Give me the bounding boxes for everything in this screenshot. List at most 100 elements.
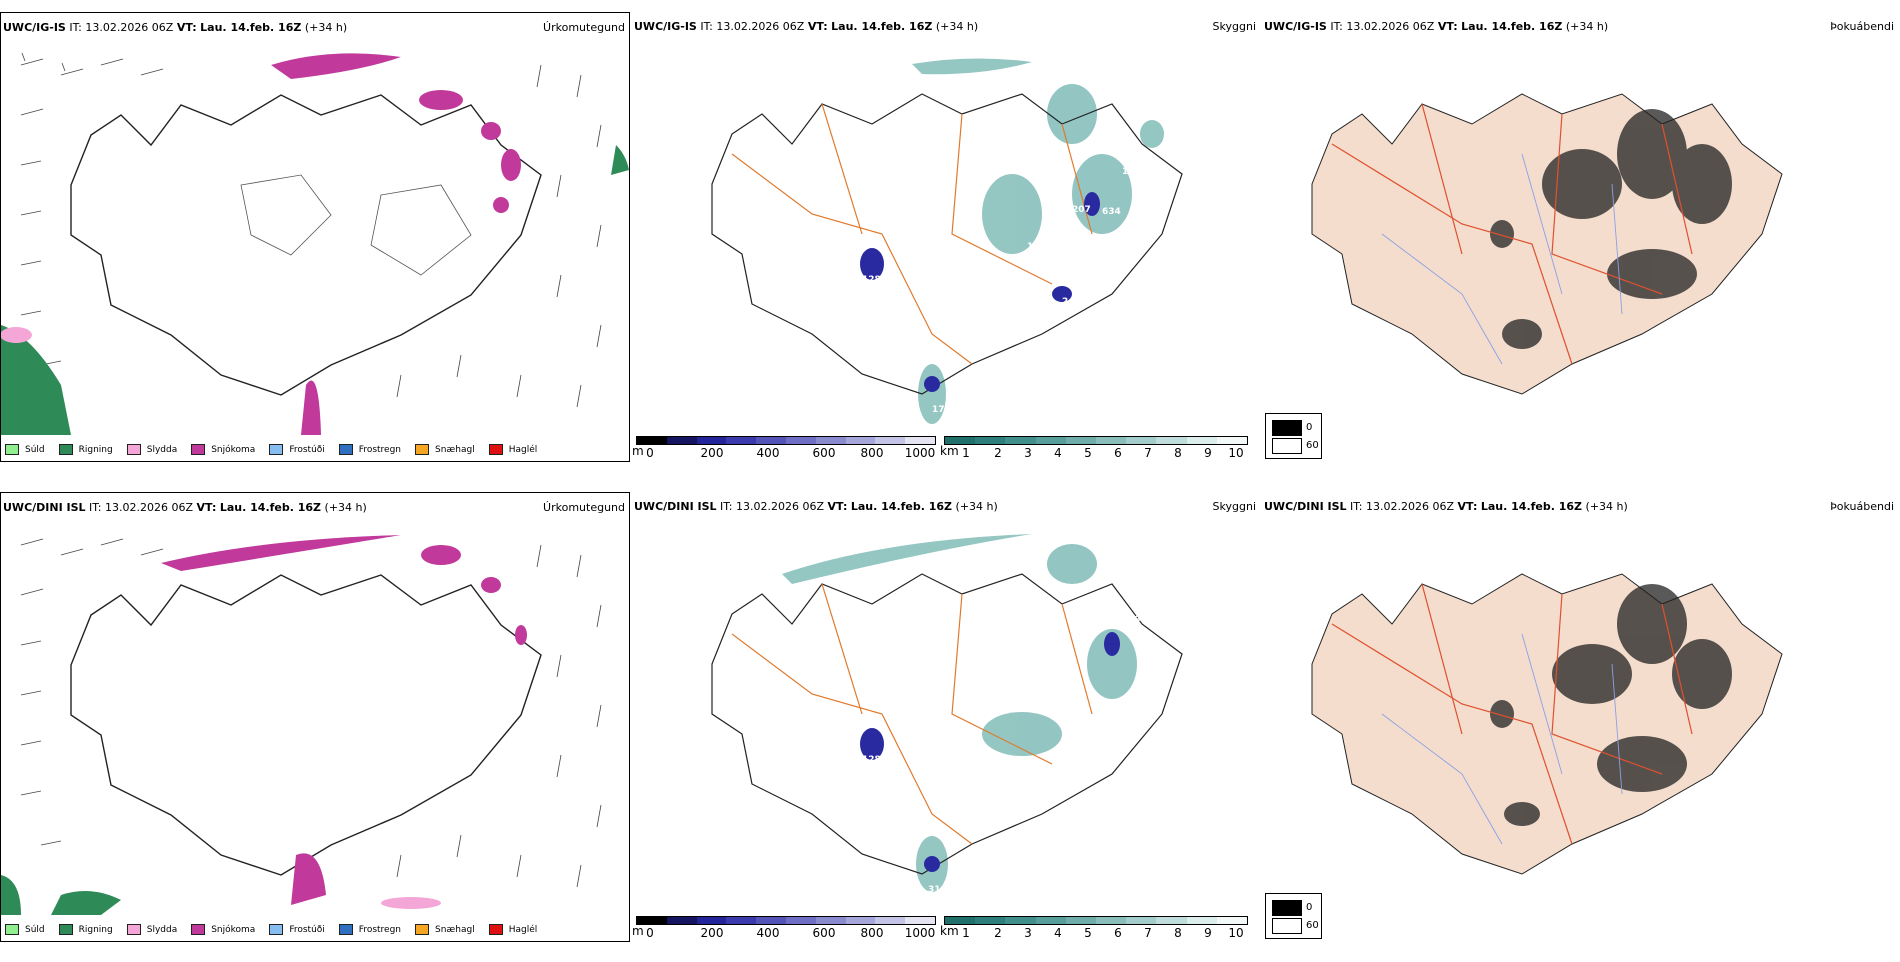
fog-legend-light <box>1272 438 1302 454</box>
precip-map <box>1 52 629 435</box>
fog-dense-areas <box>1490 584 1732 826</box>
fog-map <box>1311 93 1783 395</box>
cloud-label: 207 <box>1072 205 1091 215</box>
snow-areas <box>161 535 527 905</box>
cloud-panel-title: Skyggni <box>1212 500 1256 513</box>
issue-label: IT: <box>69 21 82 34</box>
cloudbase-colorbar: m 0 200 400 600 800 1000 <box>632 436 936 460</box>
panel-header: UWC/DINI ISL IT: 13.02.2026 06Z VT: Lau.… <box>634 500 998 513</box>
panel-header: UWC/IG-IS IT: 13.02.2026 06Z VT: Lau. 14… <box>1264 20 1609 33</box>
cloud-label: 333 <box>1112 722 1131 732</box>
fog-panel-title: Þokuábendi <box>1830 20 1894 33</box>
panel-header: UWC/IG-IS IT: 13.02.2026 06Z VT: Lau. 14… <box>634 20 979 33</box>
iceland-outline <box>711 573 1183 875</box>
iceland-land <box>1311 93 1783 395</box>
fog-legend-dark <box>1272 420 1302 436</box>
cloud-panel-title: Skyggni <box>1212 20 1256 33</box>
sleet-area <box>381 897 441 909</box>
cloudbase-areas <box>860 192 1100 392</box>
fog-panel-title: Þokuábendi <box>1830 500 1894 513</box>
cloudbase-labels: 128 41 176 207 634 240 163 133 <box>862 167 1141 415</box>
fog-map <box>1311 573 1783 875</box>
cloud-label: 316 <box>928 885 947 895</box>
iceland-outline <box>711 93 1183 395</box>
iceland-land <box>1311 573 1783 875</box>
valid-time: Lau. 14.feb. 16Z <box>200 21 302 34</box>
cloud-label: 41 <box>932 247 945 257</box>
visibility-colorbar: km 1 2 3 4 5 6 7 8 9 10 <box>940 436 1248 460</box>
wind-barbs <box>20 538 602 888</box>
legend-item: Snæhagl <box>415 444 475 455</box>
cloud-visibility-panel: UWC/DINI ISL IT: 13.02.2026 06Z VT: Lau.… <box>632 492 1262 942</box>
colorbar-tick: 200 <box>700 446 724 460</box>
cloud-visibility-panel: UWC/IG-IS IT: 13.02.2026 06Z VT: Lau. 14… <box>632 12 1262 462</box>
precip-legend: Súld Rigning Slydda Snjókoma Frostúði Fr… <box>5 444 537 455</box>
rain-areas <box>1 875 121 915</box>
road-network <box>731 103 1093 365</box>
visibility-areas <box>782 534 1137 892</box>
cloud-label: 128 <box>862 275 881 285</box>
panel-header: UWC/IG-IS IT: 13.02.2026 06Z VT: Lau. 14… <box>3 21 347 34</box>
cloudbase-unit: m <box>632 444 644 458</box>
valid-label: VT: <box>176 21 197 34</box>
visibility-unit: km <box>940 444 959 458</box>
lead-time: (+34 h) <box>304 21 348 34</box>
legend-item: Haglél <box>488 444 537 455</box>
legend-item: Rigning <box>58 444 113 455</box>
fog-panel: UWC/DINI ISL IT: 13.02.2026 06Z VT: Lau.… <box>1262 492 1900 942</box>
cloudbase-labels: 128 18 316 389 333 <box>862 615 1141 895</box>
rivers <box>1381 633 1623 845</box>
precip-legend: Súld Rigning Slydda Snjókoma Frostúði Fr… <box>5 924 537 935</box>
cloud-label: 128 <box>862 755 881 765</box>
cloud-map: 128 41 176 207 634 240 163 133 <box>711 58 1183 424</box>
rivers <box>1381 153 1623 365</box>
sleet-area <box>1 327 32 343</box>
colorbar-tick: 800 <box>860 446 884 460</box>
cloud-label: 634 <box>1102 207 1121 217</box>
cloud-label: 133 <box>1122 167 1141 177</box>
panel-header: UWC/DINI ISL IT: 13.02.2026 06Z VT: Lau.… <box>3 501 367 514</box>
fog-panel: UWC/IG-IS IT: 13.02.2026 06Z VT: Lau. 14… <box>1262 12 1900 462</box>
road-network <box>731 583 1093 845</box>
glacier-outlines <box>240 174 472 276</box>
legend-item: Súld <box>5 444 45 455</box>
precip-type-panel: UWC/DINI ISL IT: 13.02.2026 06Z VT: Lau.… <box>0 492 630 942</box>
fog-legend-high: 0 <box>1306 422 1313 433</box>
fog-legend-low: 60 <box>1306 440 1319 451</box>
rain-areas <box>1 145 629 435</box>
precip-type-panel: UWC/IG-IS IT: 13.02.2026 06Z VT: Lau. 14… <box>0 12 630 462</box>
cloudbase-colorbar: m 0 200 400 600 800 1000 <box>632 916 936 940</box>
colorbar-tick: 600 <box>812 446 836 460</box>
road-network <box>1331 103 1693 365</box>
iceland-outline <box>70 94 542 396</box>
snow-areas <box>271 53 521 435</box>
road-network <box>1331 583 1693 845</box>
legend-item: Frostúði <box>269 444 325 455</box>
cloud-label: 163 <box>1027 242 1046 252</box>
wind-barbs <box>20 52 602 408</box>
cloud-label: 389 <box>1122 615 1141 625</box>
forecast-row-top: UWC/IG-IS IT: 13.02.2026 06Z VT: Lau. 14… <box>0 12 1900 482</box>
visibility-colorbar: km 1 2 3 4 5 6 7 8 9 10 <box>940 916 1248 940</box>
panel-header: UWC/DINI ISL IT: 13.02.2026 06Z VT: Lau.… <box>1264 500 1628 513</box>
precip-panel-title: Úrkomutegund <box>543 21 625 34</box>
precip-map <box>1 535 602 915</box>
cloudbase-areas <box>860 632 1120 872</box>
colorbar-tick: 0 <box>646 446 654 460</box>
forecast-row-bottom: UWC/DINI ISL IT: 13.02.2026 06Z VT: Lau.… <box>0 492 1900 962</box>
cloud-label: 240 <box>1062 297 1081 307</box>
colorbar-tick: 1000 <box>904 446 936 460</box>
legend-item: Frostregn <box>338 444 401 455</box>
legend-item: Snjókoma <box>191 444 255 455</box>
iceland-outline <box>70 574 542 876</box>
fog-dense-areas <box>1490 109 1732 349</box>
fog-legend: 0 60 <box>1265 893 1322 939</box>
fog-legend: 0 60 <box>1265 413 1322 459</box>
colorbar-tick: 400 <box>756 446 780 460</box>
model-name: UWC/IG-IS <box>3 21 66 34</box>
issue-time: 13.02.2026 06Z <box>85 21 174 34</box>
cloud-label: 18 <box>932 727 945 737</box>
cloud-label: 176 <box>932 405 951 415</box>
precip-panel-title: Úrkomutegund <box>543 501 625 514</box>
cloud-map: 128 18 316 389 333 <box>711 534 1183 895</box>
